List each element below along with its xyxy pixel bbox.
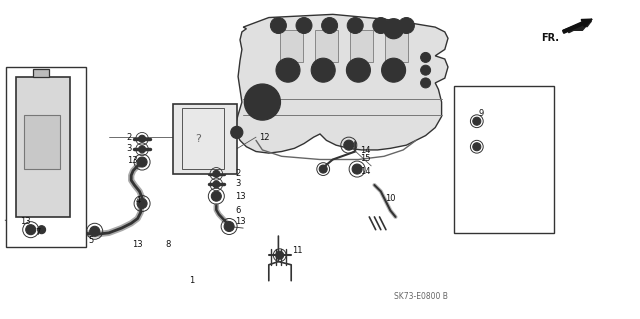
Bar — [315, 30, 338, 62]
Bar — [182, 108, 224, 169]
Circle shape — [244, 84, 280, 120]
Circle shape — [351, 63, 365, 77]
Circle shape — [420, 65, 431, 75]
Polygon shape — [563, 19, 592, 30]
Text: 12: 12 — [259, 133, 269, 142]
Text: 14: 14 — [360, 146, 370, 155]
Circle shape — [350, 20, 360, 31]
Text: ?: ? — [195, 134, 202, 144]
Text: 15: 15 — [360, 154, 370, 163]
Circle shape — [322, 18, 338, 33]
Circle shape — [90, 226, 100, 236]
Circle shape — [250, 90, 275, 114]
Text: SK73-E0800 B: SK73-E0800 B — [394, 292, 448, 301]
Bar — [280, 30, 303, 62]
Circle shape — [320, 67, 326, 73]
Circle shape — [137, 157, 147, 167]
Circle shape — [355, 67, 362, 73]
Circle shape — [38, 226, 45, 234]
Circle shape — [344, 140, 354, 150]
Circle shape — [276, 58, 300, 82]
Text: 2: 2 — [236, 169, 241, 178]
Bar — [6, 67, 86, 247]
Text: 3: 3 — [127, 144, 132, 153]
Circle shape — [257, 96, 268, 108]
Text: 8: 8 — [165, 240, 170, 249]
Circle shape — [401, 20, 412, 31]
Circle shape — [376, 20, 386, 31]
Text: 11: 11 — [292, 246, 303, 255]
Text: 13: 13 — [236, 192, 246, 201]
Circle shape — [137, 198, 147, 209]
Text: 6: 6 — [236, 206, 241, 215]
Circle shape — [231, 126, 243, 138]
Circle shape — [319, 165, 327, 173]
Circle shape — [224, 221, 234, 232]
Text: 5: 5 — [88, 236, 93, 245]
Text: 13: 13 — [20, 217, 31, 226]
Text: 7: 7 — [35, 228, 40, 237]
Polygon shape — [236, 14, 448, 153]
Text: 10: 10 — [385, 194, 396, 203]
Text: 3: 3 — [236, 179, 241, 188]
Bar — [350, 30, 373, 62]
Circle shape — [387, 63, 401, 77]
Text: 13: 13 — [236, 217, 246, 226]
Circle shape — [139, 135, 145, 142]
Circle shape — [372, 18, 388, 33]
Circle shape — [296, 18, 312, 33]
Circle shape — [324, 20, 335, 31]
Circle shape — [398, 18, 415, 33]
Circle shape — [346, 58, 371, 82]
FancyArrow shape — [563, 19, 592, 33]
Circle shape — [388, 23, 399, 35]
Circle shape — [473, 117, 481, 125]
Circle shape — [383, 19, 404, 39]
Circle shape — [26, 225, 36, 235]
Circle shape — [348, 18, 364, 33]
Circle shape — [390, 67, 397, 73]
Circle shape — [311, 58, 335, 82]
Circle shape — [270, 18, 287, 33]
Circle shape — [139, 146, 145, 153]
Circle shape — [420, 78, 431, 88]
Circle shape — [316, 63, 330, 77]
Circle shape — [473, 143, 481, 151]
Circle shape — [352, 164, 362, 174]
Circle shape — [211, 191, 221, 201]
Bar — [385, 30, 408, 62]
Bar — [24, 115, 60, 169]
Text: 13: 13 — [132, 240, 143, 249]
Circle shape — [276, 251, 284, 259]
Circle shape — [281, 63, 295, 77]
Circle shape — [420, 52, 431, 63]
Circle shape — [234, 129, 240, 136]
Circle shape — [273, 20, 284, 31]
Text: FR.: FR. — [541, 33, 559, 43]
Text: 14: 14 — [360, 167, 371, 176]
Circle shape — [299, 20, 309, 31]
Text: 2: 2 — [127, 133, 132, 142]
Circle shape — [213, 170, 220, 177]
Bar — [16, 77, 70, 217]
Circle shape — [285, 67, 291, 73]
Bar — [454, 86, 554, 233]
Bar — [33, 69, 49, 77]
Circle shape — [213, 181, 220, 188]
Text: 1: 1 — [189, 276, 194, 285]
Bar — [173, 104, 237, 174]
Text: 13: 13 — [127, 156, 138, 165]
Circle shape — [381, 58, 406, 82]
Text: 9: 9 — [479, 109, 484, 118]
Text: 4: 4 — [136, 196, 141, 204]
